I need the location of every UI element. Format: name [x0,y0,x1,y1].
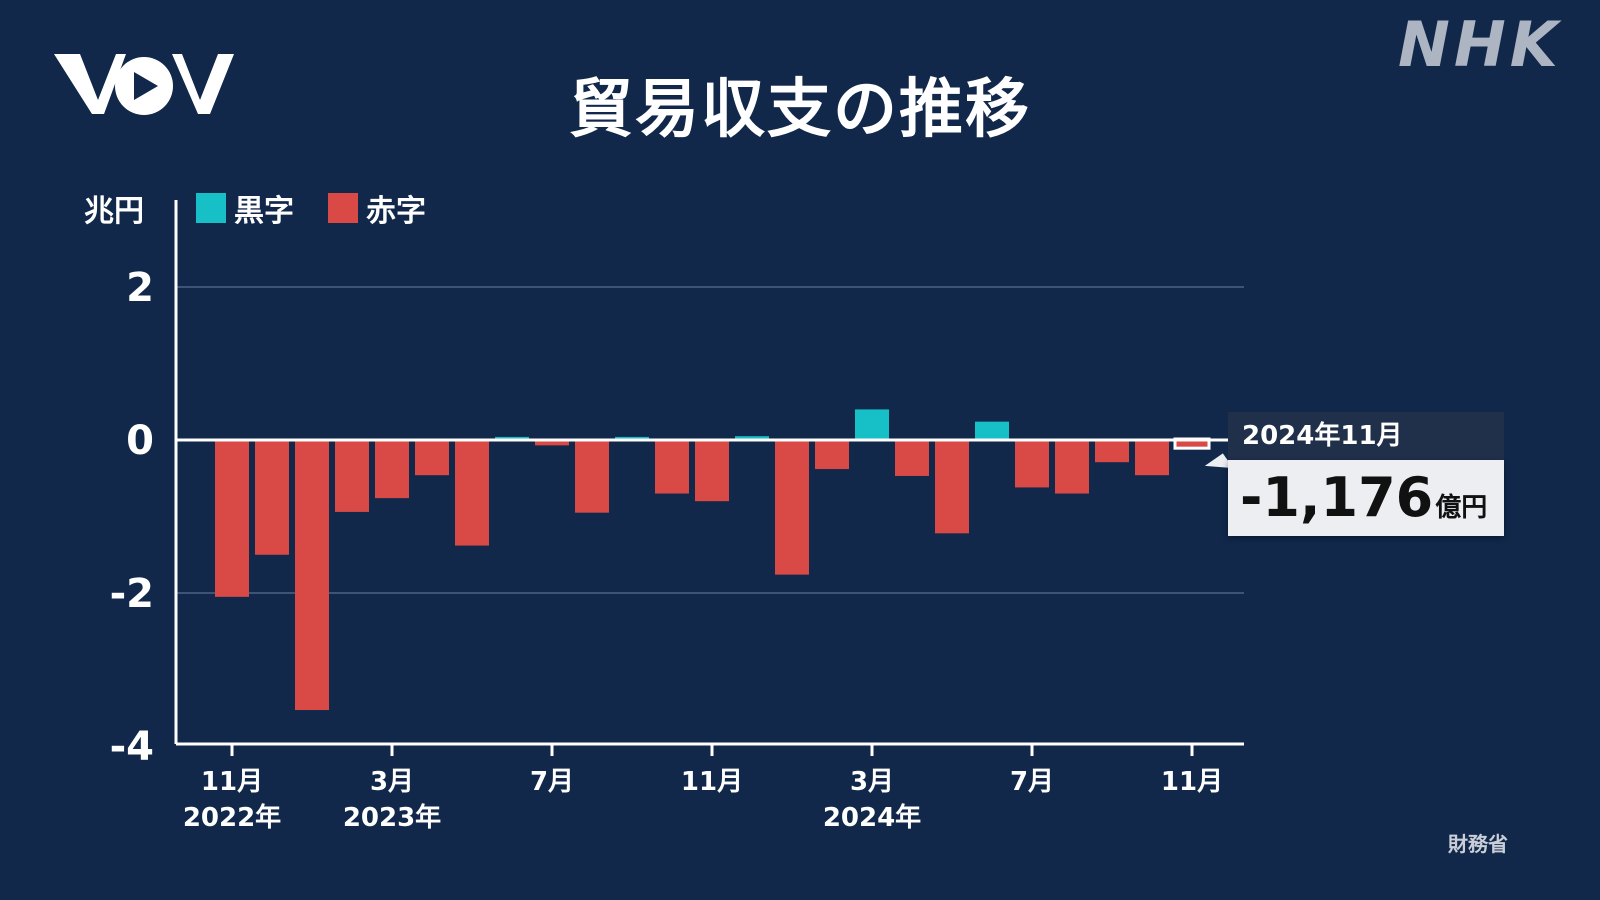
chart-title: 貿易収支の推移 [569,73,1031,147]
y-tick-label: 2 [126,265,154,311]
legend-label-surplus: 黒字 [234,194,294,229]
x-tick-label-year: 2023年 [343,802,441,833]
x-tick-label-month: 3月 [370,767,414,797]
bar [255,440,289,555]
legend-label-deficit: 赤字 [366,194,426,229]
callout-label: 2024年11月 [1228,412,1504,460]
bar [535,440,569,446]
vov-logo [54,52,234,120]
bar [415,440,449,476]
legend-item-deficit: 赤字 [328,186,426,230]
x-tick-label-month: 11月 [681,767,743,797]
bar [335,440,369,512]
callout-box: 2024年11月 -1,176億円 [1228,412,1504,536]
y-tick-label: 0 [126,418,154,464]
x-tick-label-month: 7月 [530,767,574,797]
legend-item-surplus: 黒字 [196,186,294,230]
bar [615,436,649,440]
bar [935,440,969,534]
bar [735,436,769,440]
bar [1135,440,1169,476]
legend-swatch-deficit [328,193,358,223]
bar [1055,440,1089,494]
bar [215,440,249,597]
bar [855,409,889,440]
bar [655,440,689,494]
x-tick-label-month: 11月 [1161,767,1223,797]
x-tick-label-month: 7月 [1010,767,1054,797]
callout-unit: 億円 [1435,493,1488,523]
bar [895,440,929,476]
y-axis-unit: 兆円 [84,194,144,229]
bar [815,440,849,470]
bar [495,436,529,440]
y-tick-label: -4 [110,724,154,770]
callout-value: -1,176 [1240,466,1434,529]
x-tick-label-year: 2022年 [183,802,281,833]
x-tick-label-month: 3月 [850,767,894,797]
bar [775,440,809,575]
bar [1015,440,1049,488]
y-tick-label: -2 [110,571,154,617]
callout-value-box: -1,176億円 [1228,460,1504,536]
legend-swatch-surplus [196,193,226,223]
source-label: 財務省 [1448,832,1508,856]
bar [1095,440,1129,463]
bar [975,421,1009,440]
x-tick-label-month: 11月 [201,767,263,797]
x-tick-label-year: 2024年 [823,802,921,833]
bar [695,440,729,502]
bar [575,440,609,513]
nhk-logo: NHK [1398,8,1562,81]
bar [295,440,329,711]
bar [455,440,489,546]
bar [375,440,409,499]
